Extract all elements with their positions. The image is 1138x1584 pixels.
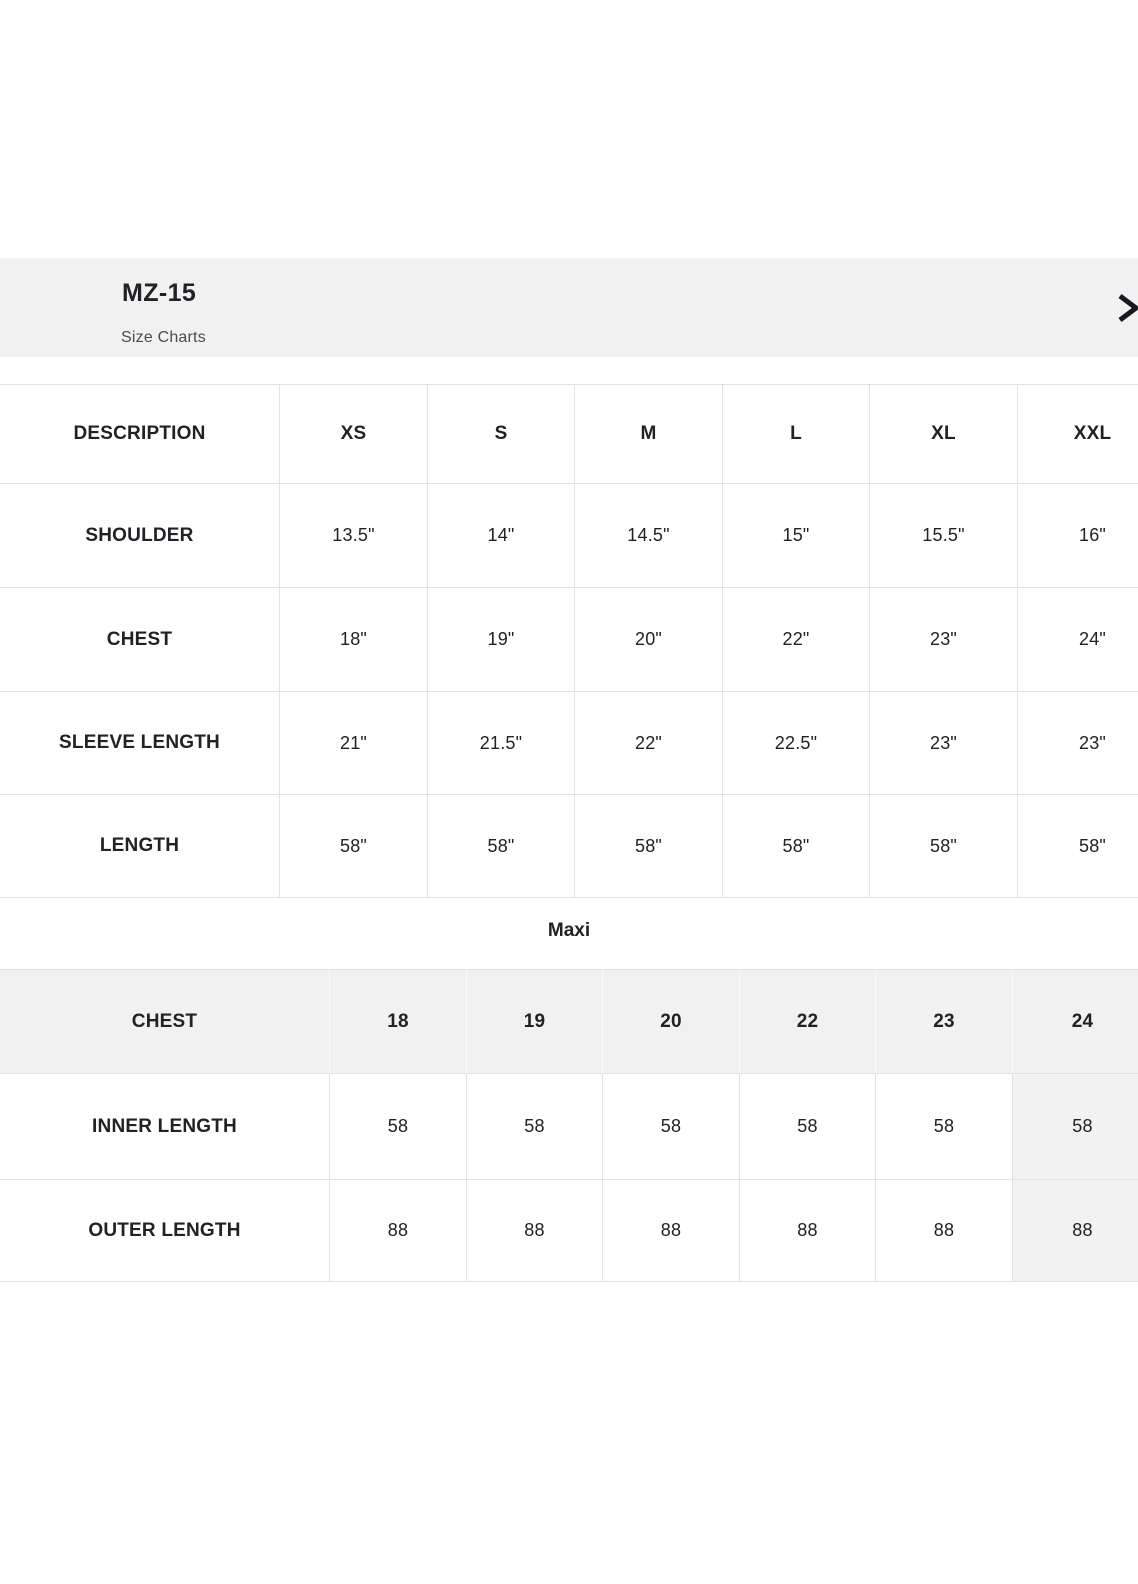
table-cell: 58 [330,1074,467,1179]
row-label: SLEEVE LENGTH [0,692,280,794]
size-table: DESCRIPTION XS S M L XL XXL SHOULDER 13.5" 14" 14.… [0,384,1138,898]
column-header: XS [280,385,428,483]
column-header: XL [870,385,1018,483]
table-cell: 58 [740,1074,876,1179]
row-label: SHOULDER [0,484,280,587]
column-header: 20 [603,970,740,1073]
column-header: XXL [1018,385,1138,483]
table-cell: 23" [870,692,1018,794]
column-header: 22 [740,970,876,1073]
table-cell: 58" [1018,795,1138,897]
table-cell: 24" [1018,588,1138,691]
table-cell: 19" [428,588,575,691]
table-row: SHOULDER 13.5" 14" 14.5" 15" 15.5" 16" [0,484,1138,588]
table-cell: 23" [870,588,1018,691]
chevron-right-icon[interactable] [1114,291,1138,325]
table-cell: 22.5" [723,692,870,794]
column-header: CHEST [0,970,330,1073]
table-header-row: CHEST 18 19 20 22 23 24 [0,970,1138,1074]
product-code-title: MZ-15 [122,279,197,307]
table-cell: 15" [723,484,870,587]
table-cell: 88 [330,1180,467,1281]
table-cell: 21" [280,692,428,794]
row-label: CHEST [0,588,280,691]
table-cell: 58 [603,1074,740,1179]
table-cell: 58" [280,795,428,897]
table-cell: 58" [428,795,575,897]
table-cell: 58" [870,795,1018,897]
column-header: S [428,385,575,483]
table-row: CHEST 18" 19" 20" 22" 23" 24" [0,588,1138,692]
table-cell: 58" [575,795,723,897]
table-cell: 21.5" [428,692,575,794]
table-cell: 88 [740,1180,876,1281]
table-cell: 88 [876,1180,1013,1281]
column-header: L [723,385,870,483]
row-label: LENGTH [0,795,280,897]
table-cell: 88 [467,1180,603,1281]
table-row: OUTER LENGTH 88 88 88 88 88 88 [0,1180,1138,1282]
header-subtitle: Size Charts [121,329,206,346]
column-header: 24 [1013,970,1138,1073]
maxi-section-heading: Maxi [547,919,591,941]
table-cell: 20" [575,588,723,691]
table-cell: 58 [467,1074,603,1179]
maxi-table: CHEST 18 19 20 22 23 24 INNER LENGTH 58 58 58 58 58 5… [0,969,1138,1282]
table-cell: 13.5" [280,484,428,587]
column-header: 23 [876,970,1013,1073]
table-cell: 16" [1018,484,1138,587]
table-header-row: DESCRIPTION XS S M L XL XXL [0,385,1138,484]
table-cell: 88 [603,1180,740,1281]
column-header: 19 [467,970,603,1073]
table-cell: 14" [428,484,575,587]
table-cell: 58 [876,1074,1013,1179]
table-cell: 15.5" [870,484,1018,587]
table-cell: 58 [1013,1074,1138,1179]
row-label: OUTER LENGTH [0,1180,330,1281]
table-cell: 23" [1018,692,1138,794]
table-cell: 14.5" [575,484,723,587]
table-row: INNER LENGTH 58 58 58 58 58 58 [0,1074,1138,1180]
table-cell: 22" [723,588,870,691]
column-header: DESCRIPTION [0,385,280,483]
table-cell: 22" [575,692,723,794]
column-header: 18 [330,970,467,1073]
table-row: SLEEVE LENGTH 21" 21.5" 22" 22.5" 23" 23" [0,692,1138,795]
table-cell: 88 [1013,1180,1138,1281]
column-header: M [575,385,723,483]
size-chart-header: MZ-15 Size Charts [0,258,1138,357]
row-label: INNER LENGTH [0,1074,330,1179]
table-row: LENGTH 58" 58" 58" 58" 58" 58" [0,795,1138,898]
table-cell: 58" [723,795,870,897]
table-cell: 18" [280,588,428,691]
